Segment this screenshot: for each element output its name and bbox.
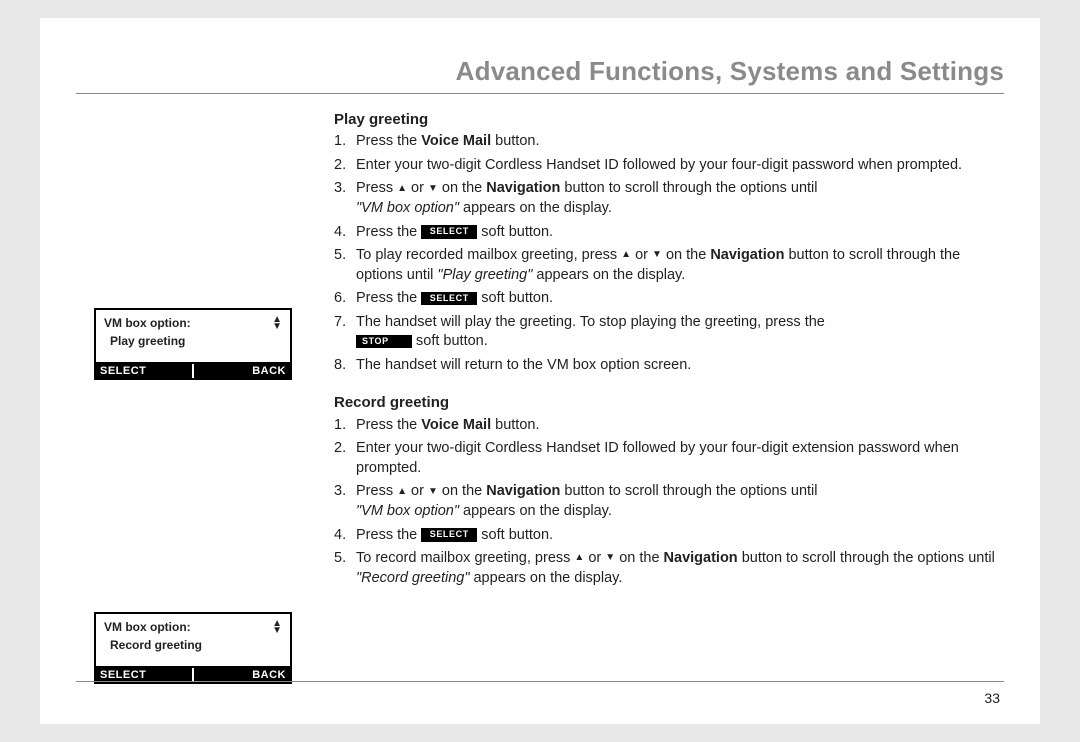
left-column: ▲▼ VM box option: Play greeting SELECT B… [76, 110, 308, 684]
lcd-display-record: ▲▼ VM box option: Record greeting SELECT… [94, 612, 292, 684]
step: The handset will play the greeting. To s… [334, 313, 1004, 352]
up-arrow-icon: ▲ [397, 487, 407, 497]
lcd-screen: ▲▼ VM box option: Record greeting [96, 614, 290, 666]
step: Press the Voice Mail button. [334, 132, 1004, 152]
down-arrow-icon: ▼ [652, 250, 662, 260]
down-arrow-icon: ▼ [605, 553, 615, 563]
record-steps: Press the Voice Mail button. Enter your … [334, 416, 1004, 589]
select-softbutton: SELECT [421, 225, 477, 239]
up-arrow-icon: ▲ [574, 553, 584, 563]
select-softbutton: SELECT [421, 292, 477, 306]
lcd-softkeys: SELECT BACK [96, 666, 290, 682]
up-arrow-icon: ▲ [621, 250, 631, 260]
lcd-line2: Record greeting [104, 638, 282, 652]
lcd-screen: ▲▼ VM box option: Play greeting [96, 310, 290, 362]
down-arrow-icon: ▼ [428, 487, 438, 497]
select-softbutton: SELECT [421, 528, 477, 542]
footer-rule [76, 681, 1004, 682]
page-header-title: Advanced Functions, Systems and Settings [76, 56, 1004, 93]
step: Press ▲ or ▼ on the Navigation button to… [334, 482, 1004, 521]
lcd-softkey-select: SELECT [96, 668, 194, 682]
play-steps: Press the Voice Mail button. Enter your … [334, 132, 1004, 375]
content-area: ▲▼ VM box option: Play greeting SELECT B… [76, 110, 1004, 684]
lcd-softkey-back: BACK [194, 668, 290, 682]
page-number: 33 [984, 690, 1000, 706]
step: Press the SELECT soft button. [334, 223, 1004, 243]
step: Enter your two-digit Cordless Handset ID… [334, 439, 1004, 478]
step: The handset will return to the VM box op… [334, 356, 1004, 376]
section-heading-play: Play greeting [334, 110, 1004, 130]
step: Press the SELECT soft button. [334, 526, 1004, 546]
lcd-softkey-back: BACK [194, 364, 290, 378]
manual-page: Advanced Functions, Systems and Settings… [40, 18, 1040, 724]
header-rule [76, 93, 1004, 94]
right-column: Play greeting Press the Voice Mail butto… [334, 110, 1004, 684]
step: To record mailbox greeting, press ▲ or ▼… [334, 549, 1004, 588]
lcd-softkeys: SELECT BACK [96, 362, 290, 378]
lcd-softkey-select: SELECT [96, 364, 194, 378]
step: Press the SELECT soft button. [334, 289, 1004, 309]
up-arrow-icon: ▲ [397, 184, 407, 194]
step: Press the Voice Mail button. [334, 416, 1004, 436]
step: Press ▲ or ▼ on the Navigation button to… [334, 179, 1004, 218]
updown-icon: ▲▼ [272, 620, 282, 634]
lcd-line1: VM box option: [104, 620, 282, 634]
section-heading-record: Record greeting [334, 393, 1004, 413]
stop-softbutton: STOP [356, 335, 412, 349]
lcd-display-play: ▲▼ VM box option: Play greeting SELECT B… [94, 308, 292, 380]
down-arrow-icon: ▼ [428, 184, 438, 194]
step: Enter your two-digit Cordless Handset ID… [334, 156, 1004, 176]
lcd-line2: Play greeting [104, 334, 282, 348]
step: To play recorded mailbox greeting, press… [334, 246, 1004, 285]
lcd-line1: VM box option: [104, 316, 282, 330]
updown-icon: ▲▼ [272, 316, 282, 330]
